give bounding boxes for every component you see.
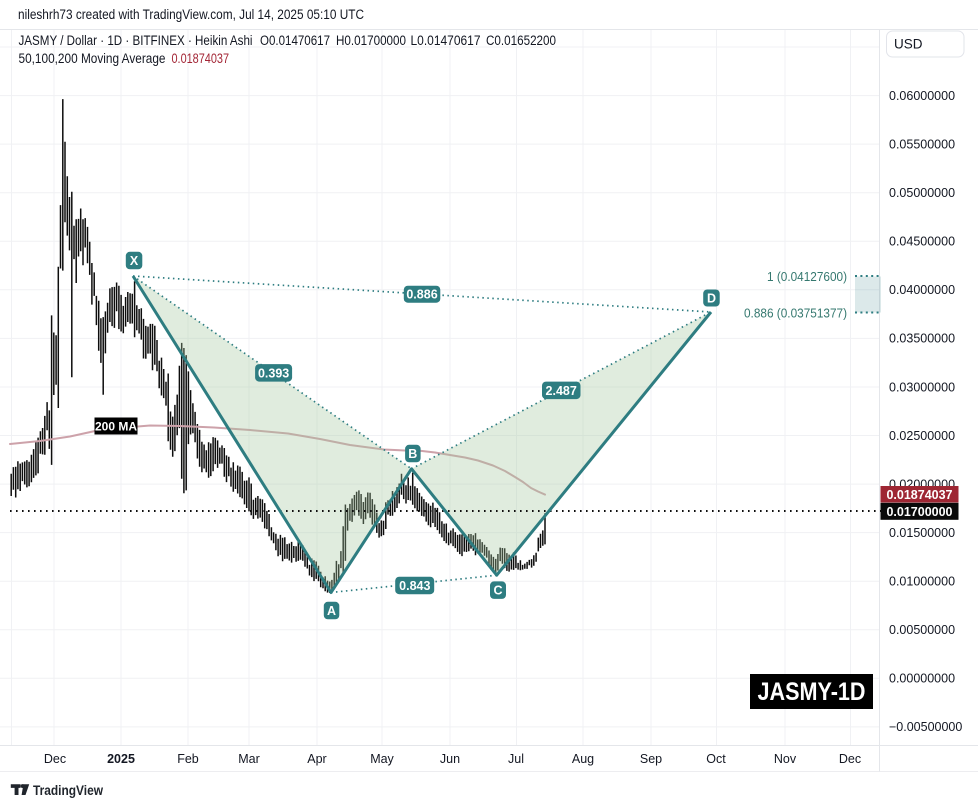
svg-text:Nov: Nov: [774, 752, 797, 766]
svg-text:50,100,200 Moving Average: 50,100,200 Moving Average: [19, 51, 166, 66]
svg-text:0.393: 0.393: [258, 366, 289, 380]
svg-text:A: A: [327, 604, 336, 618]
svg-text:Dec: Dec: [44, 752, 66, 766]
svg-text:0.886 (0.03751377): 0.886 (0.03751377): [744, 305, 847, 320]
svg-text:L0.01470617: L0.01470617: [411, 33, 481, 48]
svg-text:Apr: Apr: [307, 752, 326, 766]
svg-text:0.01874037: 0.01874037: [172, 51, 230, 66]
svg-text:0.843: 0.843: [399, 579, 430, 593]
svg-text:C0.01652200: C0.01652200: [486, 33, 556, 48]
svg-text:0.03000000: 0.03000000: [889, 380, 955, 394]
svg-text:0.886: 0.886: [406, 288, 437, 302]
svg-text:200 MA: 200 MA: [95, 420, 137, 434]
svg-text:May: May: [370, 752, 394, 766]
svg-text:H0.01700000: H0.01700000: [336, 33, 406, 48]
svg-text:0.04500000: 0.04500000: [889, 235, 955, 249]
svg-text:2.487: 2.487: [546, 384, 577, 398]
svg-text:Feb: Feb: [177, 752, 199, 766]
svg-text:0.01700000: 0.01700000: [886, 505, 952, 519]
svg-text:C: C: [493, 584, 502, 598]
svg-text:TradingView: TradingView: [33, 783, 103, 798]
svg-text:Aug: Aug: [572, 752, 594, 766]
svg-text:0.00500000: 0.00500000: [889, 623, 955, 637]
svg-text:JASMY-1D: JASMY-1D: [758, 678, 866, 706]
svg-text:nileshrh73 created with Tradin: nileshrh73 created with TradingView.com,…: [18, 7, 364, 22]
svg-text:Sep: Sep: [640, 752, 662, 766]
svg-text:JASMY / Dollar · 1D · BITFINEX: JASMY / Dollar · 1D · BITFINEX · Heikin …: [19, 33, 253, 48]
svg-text:Mar: Mar: [238, 752, 260, 766]
svg-text:2025: 2025: [107, 752, 135, 766]
svg-text:0.04000000: 0.04000000: [889, 283, 955, 297]
svg-text:0.03500000: 0.03500000: [889, 332, 955, 346]
svg-text:−0.00500000: −0.00500000: [889, 720, 962, 734]
svg-text:B: B: [408, 447, 417, 461]
svg-text:Dec: Dec: [839, 752, 861, 766]
svg-text:D: D: [707, 291, 716, 305]
svg-text:Oct: Oct: [706, 752, 726, 766]
svg-text:0.00000000: 0.00000000: [889, 672, 955, 686]
svg-text:USD: USD: [894, 37, 923, 52]
svg-text:0.01000000: 0.01000000: [889, 575, 955, 589]
svg-text:1 (0.04127600): 1 (0.04127600): [767, 269, 847, 284]
svg-text:0.06000000: 0.06000000: [889, 89, 955, 103]
svg-text:0.05000000: 0.05000000: [889, 186, 955, 200]
svg-text:0.05500000: 0.05500000: [889, 137, 955, 151]
svg-text:O0.01470617: O0.01470617: [260, 33, 330, 48]
svg-text:0.01874037: 0.01874037: [886, 488, 952, 502]
svg-text:Jun: Jun: [440, 752, 460, 766]
svg-text:0.02500000: 0.02500000: [889, 429, 955, 443]
svg-text:Jul: Jul: [508, 752, 524, 766]
svg-text:X: X: [130, 254, 139, 268]
svg-text:0.01500000: 0.01500000: [889, 526, 955, 540]
